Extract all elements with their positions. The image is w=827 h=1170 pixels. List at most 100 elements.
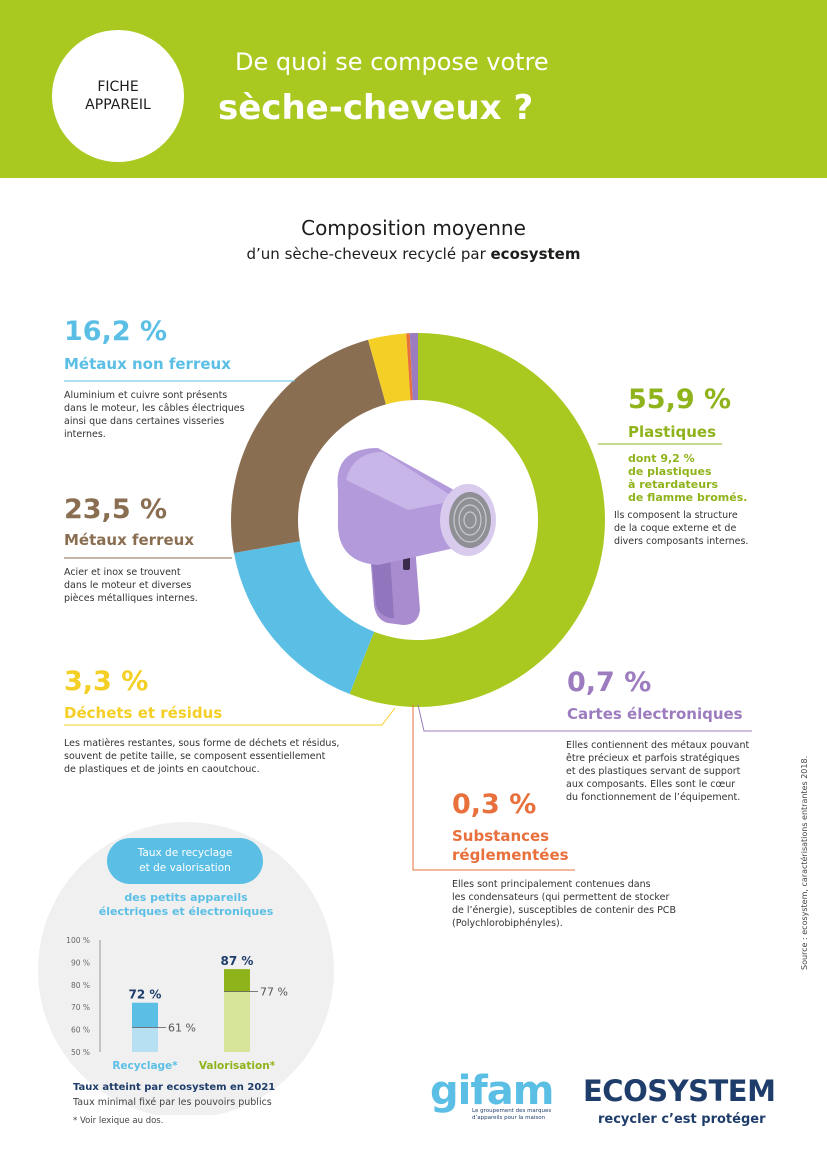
gifam-tagline-line: d’appareils pour la maison	[472, 1115, 546, 1121]
category-label: Recyclage*	[112, 1060, 178, 1072]
recycling-subtitle-line-1: des petits appareils	[124, 891, 248, 904]
pill-line-2: et de valorisation	[139, 862, 231, 874]
desc-line: Ils composent la structure	[614, 510, 738, 521]
donut-slice-déchets-et-résidus	[368, 333, 411, 405]
label-plastiques: Plastiques	[628, 423, 717, 441]
bar-achieved-0	[132, 1002, 158, 1028]
label-cartes: Cartes électroniques	[567, 705, 743, 723]
bar-achieved-1	[224, 969, 250, 992]
legend-achieved-rate: Taux atteint par ecosystem en 2021	[73, 1082, 276, 1093]
highlight-line: de plastiques	[628, 465, 712, 478]
donut-slice-cartes-électroniques	[409, 333, 418, 401]
desc-line: et des plastiques servant de support	[566, 766, 741, 777]
recycling-title-pill: Taux de recyclage et de valorisation	[107, 838, 263, 884]
bar-minimum-0	[132, 1027, 158, 1052]
composition-subtitle: d’un sèche-cheveux recyclé par ecosystem	[0, 245, 827, 263]
desc-line: pièces métalliques internes.	[64, 593, 198, 604]
desc-line: les condensateurs (qui permettent de sto…	[452, 892, 670, 903]
desc-line: de la coque externe et de	[614, 523, 737, 534]
recycling-circle-background	[38, 822, 334, 1115]
badge-line-2: APPAREIL	[85, 97, 151, 113]
desc-line: (Polychlorobiphényles).	[452, 918, 563, 929]
y-tick-label: 100 %	[66, 936, 90, 945]
source-note: Source : ecosystem, caractérisations ent…	[800, 730, 814, 970]
desc-line: Acier et inox se trouvent	[64, 567, 181, 578]
y-tick-label: 50 %	[71, 1048, 90, 1057]
source-text: Source : ecosystem, caractérisations ent…	[800, 755, 809, 970]
label-substances-line-2: réglementées	[452, 846, 569, 864]
page-title-line-1: De quoi se compose votre	[235, 48, 549, 76]
label-metaux-non-ferreux: Métaux non ferreux	[64, 355, 231, 373]
y-tick-label: 70 %	[71, 1003, 90, 1012]
recycling-subtitle: des petits appareils électriques et élec…	[66, 891, 306, 919]
desc-line: internes.	[64, 429, 106, 440]
gifam-tagline: Le groupement des marques d’appareils po…	[472, 1108, 552, 1122]
category-label: Valorisation*	[199, 1060, 276, 1072]
desc-line: dans le moteur et diverses	[64, 580, 192, 591]
donut-slice-métaux-non-ferreux	[233, 541, 375, 695]
highlight-line: à retardateurs	[628, 478, 719, 491]
pct-substances: 0,3 %	[452, 789, 537, 820]
recycling-bar-chart: 50 % 60 % 70 % 80 % 90 % 100 % 72 % 61 % Recycl…	[66, 936, 288, 1072]
recycling-subtitle-line-2: électriques et électroniques	[98, 905, 274, 918]
y-tick-label: 90 %	[71, 958, 90, 967]
minimum-value-label: 77 %	[260, 986, 288, 999]
desc-line: dans le moteur, les câbles électriques	[64, 403, 245, 414]
footnote-lexique: * Voir lexique au dos.	[73, 1116, 164, 1126]
composition-subtitle-brand: ecosystem	[490, 245, 581, 263]
bar-minimum-1	[224, 991, 250, 1052]
desc-line: être précieux et parfois stratégiques	[566, 753, 740, 764]
desc-substances: Elles sont principalement contenues dans…	[452, 878, 676, 930]
desc-line: divers composants internes.	[614, 536, 749, 547]
desc-line: du fonctionnement de l’équipement.	[566, 792, 741, 803]
donut-slice-substances-réglementées	[406, 333, 413, 401]
ecosystem-tagline: recycler c’est protéger	[598, 1112, 766, 1127]
label-metaux-ferreux: Métaux ferreux	[64, 531, 194, 549]
label-substances: Substances réglementées	[452, 827, 569, 865]
pct-cartes: 0,7 %	[567, 667, 652, 698]
label-dechets: Déchets et résidus	[64, 704, 223, 722]
composition-subtitle-text: d’un sèche-cheveux recyclé par	[246, 245, 491, 263]
rule-substances	[412, 705, 575, 871]
highlight-line: dont 9,2 %	[628, 452, 695, 465]
hair-dryer-illustration	[337, 448, 496, 625]
pct-dechets: 3,3 %	[64, 666, 149, 697]
desc-dechets: Les matières restantes, sous forme de dé…	[64, 737, 339, 776]
desc-line: de plastiques et de joints en caoutchouc…	[64, 764, 260, 775]
minimum-value-label: 61 %	[168, 1021, 196, 1034]
composition-title: Composition moyenne	[301, 216, 526, 240]
hair-dryer-grille-lines	[453, 497, 487, 543]
desc-metaux-non-ferreux: Aluminium et cuivre sont présents dans l…	[64, 389, 245, 441]
highlight-plastiques: dont 9,2 % de plastiques à retardateurs …	[628, 452, 747, 504]
gifam-tagline-line: Le groupement des marques	[472, 1108, 552, 1114]
pct-metaux-ferreux: 23,5 %	[64, 494, 168, 525]
pct-plastiques: 55,9 %	[628, 384, 732, 415]
legend-minimum-rate: Taux minimal fixé par les pouvoirs publi…	[73, 1097, 272, 1108]
donut-slice-métaux-ferreux	[231, 339, 386, 554]
rule-dechets	[64, 707, 396, 726]
desc-line: ainsi que dans certaines visseries	[64, 416, 225, 427]
donut-slice-plastiques	[349, 333, 605, 707]
desc-line: Elles sont principalement contenues dans	[452, 879, 651, 890]
hair-dryer-body-top	[346, 452, 458, 510]
bar-value-label: 87 %	[221, 954, 254, 968]
highlight-line: de flamme bromés.	[628, 491, 748, 504]
desc-line: Elles contiennent des métaux pouvant	[566, 740, 750, 751]
desc-line: de l’énergie), susceptibles de contenir …	[452, 905, 676, 916]
pill-line-1: Taux de recyclage	[137, 847, 233, 859]
ecosystem-logo: ECOSYSTEM	[583, 1074, 776, 1108]
page-title-line-2: sèche-cheveux ?	[218, 88, 534, 128]
desc-metaux-ferreux: Acier et inox se trouvent dans le moteur…	[64, 566, 198, 605]
desc-line: Les matières restantes, sous forme de dé…	[64, 738, 340, 749]
fiche-appareil-badge: FICHE APPAREIL	[52, 30, 184, 162]
desc-line: souvent de petite taille, se composent e…	[64, 751, 326, 762]
gifam-logo: gifam	[430, 1068, 554, 1114]
composition-donut-chart	[231, 333, 605, 707]
hair-dryer-grille	[449, 492, 491, 548]
desc-cartes: Elles contiennent des métaux pouvant êtr…	[566, 739, 749, 804]
desc-plastiques: Ils composent la structure de la coque e…	[614, 509, 748, 548]
y-tick-label: 80 %	[71, 981, 90, 990]
badge-line-1: FICHE	[97, 79, 139, 95]
desc-line: Aluminium et cuivre sont présents	[64, 390, 228, 401]
